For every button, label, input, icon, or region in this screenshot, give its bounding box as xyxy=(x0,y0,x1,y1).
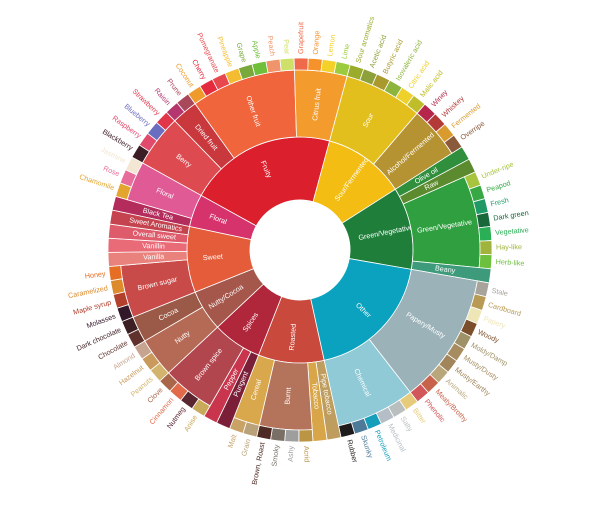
leaf-label-anise: Anise xyxy=(182,413,199,433)
leaf-honey[interactable] xyxy=(108,265,123,282)
leaf-label-peapod: Peapod xyxy=(485,178,511,194)
leaf-label-orange: Orange xyxy=(311,30,322,55)
leaf-acrid[interactable] xyxy=(298,429,314,443)
leaf-label-herb-like: Herb-like xyxy=(495,257,524,268)
leaf-label-hay-like: Hay-like xyxy=(496,242,522,251)
leaf-label-rose: Rose xyxy=(102,164,121,179)
leaf-label-bitter: Bitter xyxy=(411,406,428,425)
leaf-orange[interactable] xyxy=(307,57,323,72)
leaf-label-salty: Salty xyxy=(399,415,415,434)
leaf-dark-green[interactable] xyxy=(476,211,491,229)
subcat-label-vanilla: Vanilla xyxy=(143,252,164,262)
leaf-label-pear: Pear xyxy=(282,39,292,55)
leaf-caramelized[interactable] xyxy=(109,278,126,296)
subcat-label-burnt: Burnt xyxy=(283,387,293,405)
leaf-label-papery: Papery xyxy=(482,314,507,331)
leaf-ashy[interactable] xyxy=(284,428,300,443)
leaf-hay-like[interactable] xyxy=(479,240,493,256)
subcat-label-citrus-fruit: Citrus fruit xyxy=(310,88,323,122)
leaf-lemon[interactable] xyxy=(320,58,337,74)
leaf-peach[interactable] xyxy=(265,58,282,74)
leaf-label-dark-green: Dark green xyxy=(493,208,530,223)
leaf-label-stale: Stale xyxy=(491,286,509,298)
subcat-label-beany: Beany xyxy=(435,263,457,275)
tier-label-sweet: Sweet xyxy=(202,252,223,263)
leaf-herb-like[interactable] xyxy=(478,254,493,270)
leaf-label-rubber: Rubber xyxy=(345,439,360,465)
leaf-pear[interactable] xyxy=(279,57,295,72)
subcat-sweet-aromatics[interactable] xyxy=(109,209,190,236)
leaf-apple[interactable] xyxy=(251,60,269,77)
leaf-label-grain: Grain xyxy=(239,438,252,457)
leaf-label-grape: Grape xyxy=(235,42,249,64)
subcat-label-vanillin: Vanillin xyxy=(142,241,165,251)
leaf-label-acrid: Acrid xyxy=(302,446,312,463)
leaf-label-brown-roast: Brown, Roast xyxy=(250,441,267,485)
leaf-label-apple: Apple xyxy=(250,39,263,59)
leaf-smoky[interactable] xyxy=(270,427,287,442)
leaf-label-caramelized: Caramelized xyxy=(67,283,108,300)
leaf-label-lemon: Lemon xyxy=(325,34,337,57)
leaf-label-under-ripe: Under-ripe xyxy=(480,160,515,181)
leaf-label-honey: Honey xyxy=(84,269,106,281)
leaf-label-smoky: Smoky xyxy=(269,444,281,467)
leaf-fresh[interactable] xyxy=(472,198,489,216)
leaf-grapefruit[interactable] xyxy=(293,57,309,71)
leaf-vegetative[interactable] xyxy=(478,225,493,242)
leaf-label-grapefruit: Grapefruit xyxy=(296,22,305,54)
subcat-label-tobacco: Tobacco xyxy=(310,382,322,410)
leaf-label-skunky: Skunky xyxy=(359,434,375,460)
center-hole xyxy=(250,200,350,300)
leaf-label-fresh: Fresh xyxy=(489,195,509,208)
leaf-label-ashy: Ashy xyxy=(286,445,296,462)
leaf-label-malt: Malt xyxy=(226,433,239,449)
leaf-label-woody: Woody xyxy=(476,327,500,345)
leaf-label-peach: Peach xyxy=(266,35,278,56)
leaf-label-clove: Clove xyxy=(145,385,164,404)
tier-label-roasted: Roasted xyxy=(287,323,298,350)
leaf-label-vegetative: Vegetative xyxy=(495,225,529,237)
leaf-label-lime: Lime xyxy=(339,43,351,60)
